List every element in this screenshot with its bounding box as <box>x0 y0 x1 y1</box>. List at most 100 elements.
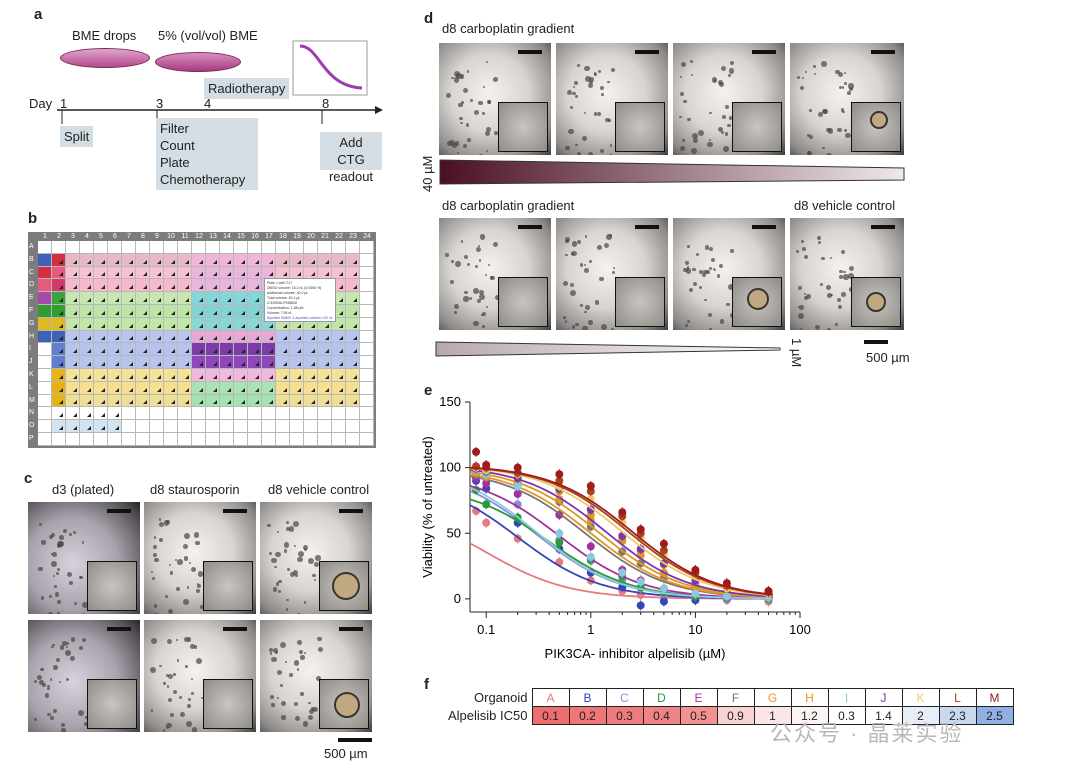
cell-speck <box>574 95 578 99</box>
plate-well <box>220 394 234 408</box>
inset-zoom <box>87 561 137 611</box>
plate-well <box>304 420 318 433</box>
x-tick-label: 100 <box>789 622 811 637</box>
cell-speck <box>827 293 832 298</box>
cell-speck <box>579 263 584 267</box>
cell-speck <box>269 648 274 653</box>
cell-speck <box>271 703 275 707</box>
plate-well <box>276 433 290 446</box>
well-marker-icon <box>73 349 77 354</box>
cell-speck <box>267 523 271 528</box>
cell-speck <box>459 116 463 121</box>
cell-speck <box>486 100 491 105</box>
plate-well <box>66 317 80 331</box>
cell-speck <box>66 642 70 646</box>
bottom-concentration-gradient <box>435 341 781 357</box>
well-marker-icon <box>213 272 217 277</box>
plate-well <box>94 266 108 280</box>
cell-speck <box>693 137 698 143</box>
cell-speck <box>47 712 51 717</box>
cell-speck <box>485 149 488 153</box>
plate-well <box>262 420 276 433</box>
plate-well <box>332 253 346 267</box>
cell-speck <box>804 70 807 74</box>
plate-well <box>94 420 108 433</box>
cell-speck <box>605 117 610 123</box>
plate-row-label: G <box>29 319 35 327</box>
cell-speck <box>801 246 807 252</box>
cell-speck <box>481 111 485 115</box>
organoid-icon <box>747 288 769 310</box>
plate-well <box>248 330 262 344</box>
well-marker-icon <box>269 400 273 405</box>
well-marker-icon <box>255 323 259 328</box>
cell-speck <box>692 267 696 272</box>
cell-speck <box>302 545 308 551</box>
cell-speck <box>689 59 693 63</box>
cell-speck <box>196 658 203 665</box>
well-marker-icon <box>241 297 245 302</box>
well-marker-icon <box>241 310 245 315</box>
cell-speck <box>822 146 825 150</box>
plate-well <box>318 369 332 382</box>
plate-well <box>122 433 136 446</box>
plate-well <box>332 381 346 395</box>
cell-speck <box>594 72 598 76</box>
plate-column-label: 20 <box>307 233 315 240</box>
plate-column-label: 3 <box>71 233 75 240</box>
plate-well <box>206 433 220 446</box>
cell-speck <box>565 320 568 323</box>
micrograph-d-bottom-2 <box>556 218 668 330</box>
organoid-header-label: Organoid <box>474 690 528 705</box>
plate-well <box>318 241 332 254</box>
data-point-E <box>513 489 522 498</box>
plate-well <box>150 369 164 382</box>
cell-speck <box>683 100 687 104</box>
y-tick-label: 150 <box>439 394 461 409</box>
cell-speck <box>166 685 170 688</box>
plate-well <box>122 420 136 433</box>
plate-well <box>136 330 150 344</box>
plate-well <box>220 292 234 305</box>
plate-well <box>136 292 150 305</box>
scale-bar-icon <box>871 50 895 54</box>
micrograph-d-bottom-1 <box>439 218 551 330</box>
well-marker-icon <box>353 374 357 379</box>
plate-well <box>52 381 66 395</box>
well-marker-icon <box>255 361 259 366</box>
scale-bar-icon <box>223 509 247 513</box>
cell-speck <box>475 247 481 253</box>
cell-speck <box>309 709 315 715</box>
plate-well <box>262 343 276 357</box>
cell-speck <box>575 322 579 326</box>
cell-speck <box>83 721 89 727</box>
plate-well <box>108 279 122 293</box>
cell-speck <box>479 234 486 241</box>
cell-speck <box>698 285 702 290</box>
plate-well <box>248 317 262 331</box>
x-tick-label: 10 <box>688 622 702 637</box>
well-marker-icon <box>157 285 161 290</box>
cell-speck <box>599 276 604 282</box>
well-marker-icon <box>185 387 189 392</box>
plate-well <box>80 369 94 382</box>
cell-speck <box>189 644 195 649</box>
cell-speck <box>820 283 824 287</box>
plate-well <box>290 407 304 421</box>
plate-well <box>318 394 332 408</box>
plate-well <box>80 253 94 267</box>
cell-speck <box>270 695 275 700</box>
organoid-icon <box>334 692 360 718</box>
well-marker-icon <box>115 349 119 354</box>
cell-speck <box>690 73 693 77</box>
cell-speck <box>835 69 841 75</box>
plate-well <box>192 317 206 331</box>
well-marker-icon <box>115 259 119 264</box>
cell-speck <box>610 327 614 330</box>
popup-line: Concentration: 1.88 µM <box>267 306 304 310</box>
plate-well <box>38 317 52 331</box>
cell-speck <box>838 269 843 274</box>
cell-speck <box>611 270 616 275</box>
plate-well <box>192 330 206 344</box>
plate-well <box>360 381 374 395</box>
